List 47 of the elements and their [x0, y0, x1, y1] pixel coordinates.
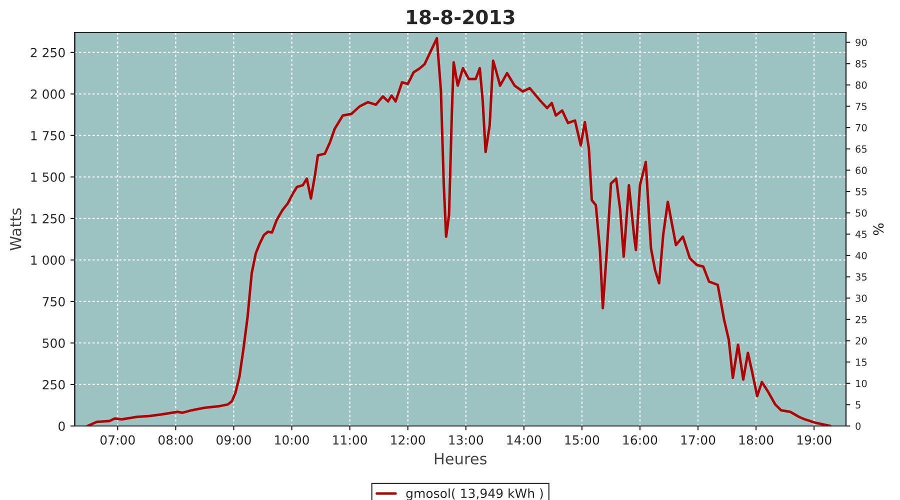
y-tick-label: 2 250 [30, 48, 65, 58]
x-tick-label: 13:00 [449, 435, 484, 445]
x-tick-label: 08:00 [158, 435, 193, 445]
x-tick-label: 17:00 [681, 435, 716, 445]
y-tick-label: 2 000 [30, 89, 65, 99]
x-tick-label: 14:00 [507, 435, 542, 445]
x-tick-label: 19:00 [797, 435, 832, 445]
y2-tick-label: 20 [856, 337, 867, 345]
x-tick-label: 10:00 [275, 435, 309, 445]
x-tick-label: 11:00 [333, 435, 367, 445]
x-tick-label: 18:00 [739, 435, 774, 445]
y2-tick-label: 90 [856, 38, 867, 46]
y2-tick-label: 35 [856, 273, 867, 281]
y-tick-label: 1 000 [31, 255, 65, 265]
y-axis-title: Watts [10, 208, 22, 250]
y2-tick-label: 40 [856, 252, 867, 260]
y2-tick-label: 5 [856, 401, 860, 409]
y2-tick-label: 10 [856, 380, 867, 388]
y2-tick-label: 50 [856, 209, 867, 217]
y-tick-label: 750 [42, 296, 65, 306]
y-tick-label: 250 [42, 380, 65, 390]
y-tick-label: 1 500 [31, 172, 65, 182]
y2-tick-label: 30 [856, 294, 867, 302]
x-tick-label: 16:00 [623, 435, 658, 445]
y-tick-label: 1 750 [31, 130, 65, 140]
y2-tick-label: 25 [856, 316, 867, 324]
y2-tick-label: 65 [856, 145, 867, 153]
y2-tick-label: 60 [856, 166, 867, 174]
y2-tick-label: 45 [856, 230, 867, 238]
y2-tick-label: 75 [856, 102, 867, 110]
y2-tick-label: 0 [856, 422, 861, 430]
y2-tick-label: 70 [856, 124, 867, 132]
line-series [86, 37, 832, 426]
y2-axis-title: % [873, 223, 884, 236]
x-tick-label: 09:00 [216, 435, 251, 445]
y-tick-label: 0 [58, 421, 65, 431]
chart-title: 18-8-2013 [407, 10, 514, 24]
x-tick-label: 15:00 [565, 435, 600, 445]
y2-tick-label: 80 [856, 81, 867, 89]
x-tick-label: 12:00 [391, 435, 426, 445]
y2-tick-label: 85 [856, 60, 867, 68]
y2-tick-label: 15 [856, 358, 867, 366]
x-tick-label: 07:00 [100, 435, 135, 445]
x-axis-title: Heures [434, 453, 487, 465]
y-tick-label: 1 250 [31, 214, 65, 224]
y-tick-label: 500 [42, 338, 65, 348]
y2-tick-label: 55 [856, 188, 867, 196]
